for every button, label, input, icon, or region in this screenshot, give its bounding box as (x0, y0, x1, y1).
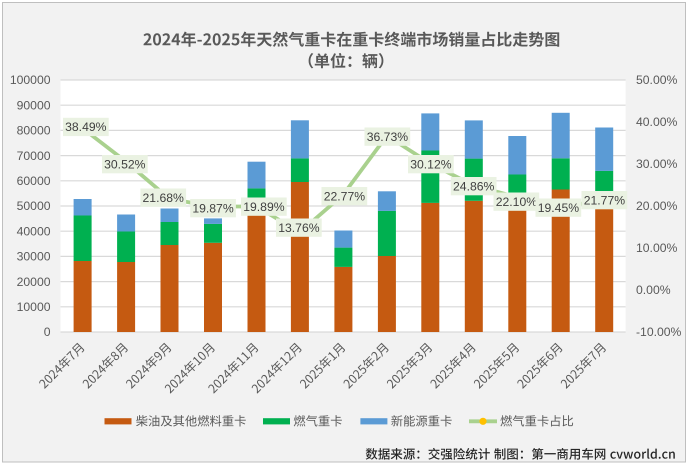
svg-text:-10.00%: -10.00% (636, 325, 682, 339)
svg-text:20.00%: 20.00% (636, 199, 677, 213)
svg-text:0.00%: 0.00% (636, 283, 671, 297)
svg-text:70000: 70000 (17, 149, 51, 163)
svg-text:38.49%: 38.49% (65, 120, 106, 134)
svg-text:40.00%: 40.00% (636, 115, 677, 129)
svg-text:36.73%: 36.73% (367, 130, 408, 144)
svg-text:24.86%: 24.86% (453, 179, 494, 193)
svg-text:22.10%: 22.10% (496, 195, 537, 209)
svg-text:0: 0 (44, 325, 51, 339)
svg-text:30.52%: 30.52% (104, 157, 145, 171)
svg-text:22.77%: 22.77% (324, 189, 365, 203)
svg-text:10.00%: 10.00% (636, 241, 677, 255)
svg-text:40000: 40000 (17, 224, 51, 238)
svg-text:10000: 10000 (17, 300, 51, 314)
svg-text:19.89%: 19.89% (243, 200, 284, 214)
svg-text:30.12%: 30.12% (410, 157, 451, 171)
svg-text:30000: 30000 (17, 250, 51, 264)
svg-text:90000: 90000 (17, 98, 51, 112)
svg-text:50000: 50000 (17, 199, 51, 213)
svg-text:21.77%: 21.77% (584, 193, 625, 207)
svg-text:80000: 80000 (17, 124, 51, 138)
svg-text:30.00%: 30.00% (636, 157, 677, 171)
svg-text:20000: 20000 (17, 275, 51, 289)
svg-text:19.45%: 19.45% (538, 201, 579, 215)
svg-text:13.76%: 13.76% (278, 221, 319, 235)
svg-text:60000: 60000 (17, 174, 51, 188)
svg-text:100000: 100000 (10, 73, 51, 87)
svg-text:50.00%: 50.00% (636, 73, 677, 87)
svg-text:19.87%: 19.87% (192, 201, 233, 215)
svg-text:21.68%: 21.68% (143, 191, 184, 205)
